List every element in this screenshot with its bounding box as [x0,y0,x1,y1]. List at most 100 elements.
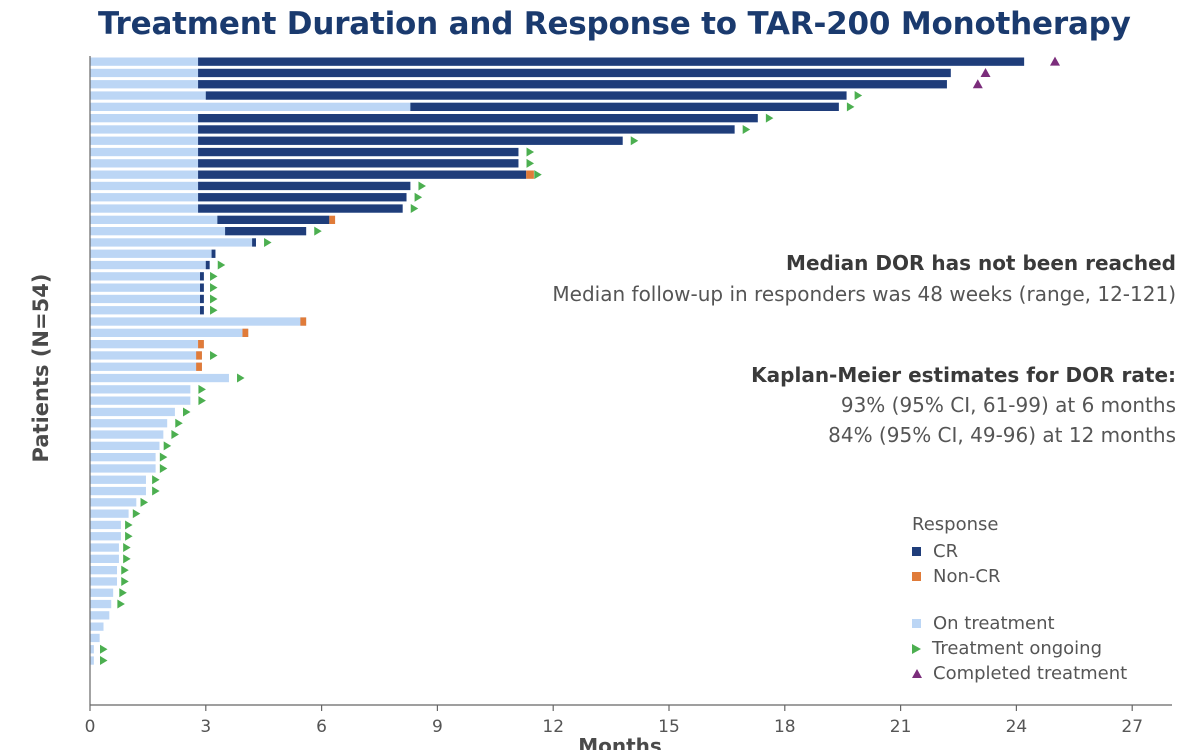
treatment-ongoing-marker [121,565,129,575]
on-treatment-segment [90,272,204,281]
treatment-ongoing-marker [410,204,419,214]
cr-segment [198,204,403,213]
treatment-ongoing-marker [198,384,206,394]
cr-segment [198,193,407,202]
patient-bar [90,340,204,349]
patient-bar [90,645,94,654]
patient-bar [90,57,1025,66]
treatment-ongoing-marker [119,588,127,598]
completed-treatment-marker [980,67,991,77]
patient-bar [90,419,168,428]
legend-label: Completed treatment [933,663,1128,684]
non-cr-segment [196,351,202,360]
on-treatment-segment [90,543,119,552]
on-treatment-swatch [912,619,921,628]
x-tick-label: 21 [890,717,912,737]
non-cr-segment [196,362,202,371]
non-cr-segment [526,170,534,179]
treatment-ongoing-marker [210,305,218,315]
x-tick-label: 18 [774,717,796,737]
cr-segment [198,114,758,123]
patient-bar [90,328,249,337]
cr-segment [198,68,951,78]
on-treatment-segment [90,475,146,484]
non-cr-segment [329,215,336,224]
on-treatment-segment [90,430,164,439]
on-treatment-segment [90,441,160,450]
cr-segment [200,272,204,281]
patient-bar [90,147,519,157]
cr-swatch [912,547,921,556]
bars-layer [90,57,1025,665]
patient-bar [90,227,307,236]
on-treatment-segment [90,260,210,270]
non-cr-segment [242,328,249,337]
patient-bar [90,566,118,575]
legend-label: On treatment [933,613,1055,634]
patient-bar [90,136,623,145]
treatment-ongoing-marker [534,170,542,180]
on-treatment-segment [90,566,118,575]
non-cr-swatch [912,572,921,581]
markers-layer [100,56,1060,666]
cr-segment [198,147,519,157]
x-tick-label: 6 [316,717,327,737]
legend-item-non-cr: Non-CR [912,564,1127,589]
on-treatment-segment [90,249,216,258]
patient-bar [90,159,519,168]
on-treatment-segment [90,385,191,394]
patient-bar [90,260,210,270]
treatment-ongoing-marker [217,260,226,270]
legend-label: Treatment ongoing [932,638,1103,659]
on-treatment-segment [90,464,156,473]
on-treatment-segment [90,396,191,405]
on-treatment-segment [90,340,204,349]
treatment-ongoing-marker [132,509,141,519]
followup-text: Median follow-up in responders was 48 we… [552,282,1176,306]
treatment-ongoing-marker [418,181,426,191]
x-tick-label: 3 [200,717,211,737]
cr-segment [198,159,519,168]
cr-segment [198,170,527,179]
on-treatment-segment [90,294,204,304]
treatment-ongoing-marker [183,407,191,417]
treatment-ongoing-marker [163,441,172,451]
x-tick-label: 12 [542,717,564,737]
legend-item-cr: CR [912,539,1127,564]
treatment-ongoing-marker [159,463,168,473]
on-treatment-segment [90,498,137,507]
cr-segment [225,227,307,236]
legend-label: Non-CR [933,566,1001,587]
on-treatment-segment [90,283,204,292]
patient-bar [90,396,191,405]
treatment-ongoing-marker [125,531,133,541]
patient-bar [90,351,202,360]
patient-bar [90,114,758,123]
patient-bar [90,204,403,213]
patient-bar [90,475,146,484]
patient-bar [90,170,534,179]
on-treatment-segment [90,645,94,654]
treatment-ongoing-marker [123,543,131,553]
x-ticks: 0 3 6 9 12 15 18 21 24 27 [85,705,1143,737]
km-12-month: 84% (95% CI, 49-96) at 12 months [828,423,1176,447]
on-treatment-segment [90,419,168,428]
on-treatment-segment [90,520,121,530]
x-tick-label: 0 [85,717,96,737]
treatment-ongoing-marker [152,475,160,485]
treatment-ongoing-marker [100,656,108,666]
on-treatment-segment [90,622,104,631]
on-treatment-segment [90,577,118,586]
on-treatment-segment [90,407,175,417]
treatment-ongoing-marker [765,113,774,123]
treatment-ongoing-marker [117,599,125,609]
treatment-ongoing-marker [742,124,751,134]
patient-bar [90,441,160,450]
treatment-ongoing-marker [210,283,218,293]
patient-bar [90,453,156,462]
patient-bar [90,215,336,224]
treatment-ongoing-marker [630,136,639,146]
cr-segment [198,181,411,191]
patient-bar [90,588,114,597]
